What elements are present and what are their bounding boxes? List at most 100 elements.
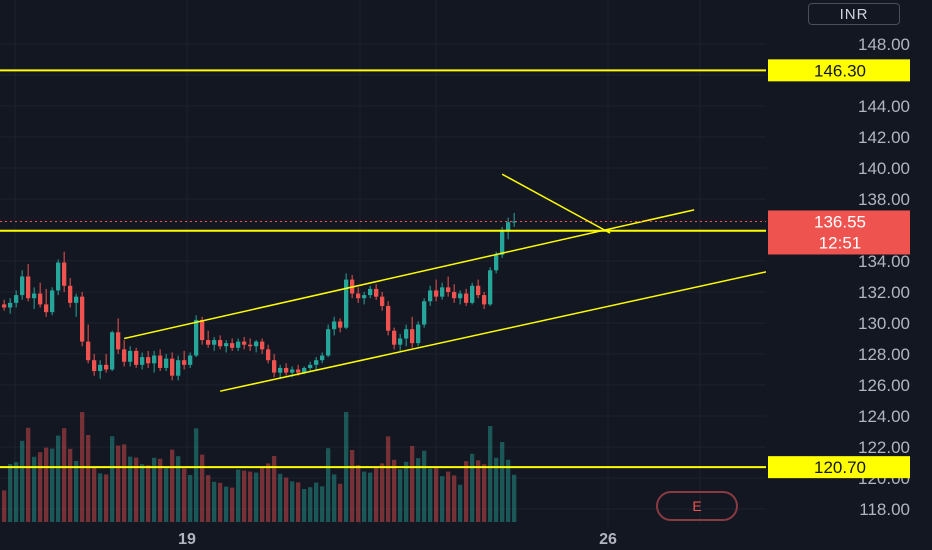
channel-upper-trendline[interactable] [123, 209, 695, 340]
time-axis[interactable]: 19 26 [178, 531, 617, 548]
candle-body [512, 221, 517, 223]
events-icon[interactable]: E [656, 491, 738, 521]
candle-body [482, 295, 487, 305]
volume-bar [56, 435, 61, 522]
candle-body [494, 254, 499, 271]
volume-bar [404, 461, 409, 522]
volume-bar [482, 464, 487, 522]
price-tick-label: 138.00 [858, 190, 910, 209]
volume-bar [350, 450, 355, 522]
candle-body [344, 279, 349, 328]
candle-body [110, 332, 115, 370]
price-tick-label: 126.00 [858, 376, 910, 395]
volume-bar [2, 490, 7, 522]
candle-body [194, 319, 199, 356]
price-tick-label: 144.00 [858, 97, 910, 116]
candle-body [320, 355, 325, 361]
volume-bar [248, 471, 253, 522]
volume-bar [422, 450, 427, 522]
volume-bar [488, 426, 493, 522]
volume-bar [176, 456, 181, 522]
volume-bar [398, 469, 403, 522]
candle-body [332, 321, 337, 330]
candle-body [122, 349, 127, 362]
bar-countdown-label: 12:51 [819, 233, 862, 252]
price-axis[interactable]: 118.00120.00122.00124.00126.00128.00130.… [858, 35, 910, 519]
candle-body [374, 288, 379, 297]
volume-bar [260, 468, 265, 522]
candle-body [68, 285, 73, 303]
currency-badge[interactable]: INR [808, 3, 900, 25]
volume-bar [104, 474, 109, 522]
candle-body [254, 341, 259, 347]
candle-body [20, 276, 25, 296]
price-tick-label: 124.00 [858, 407, 910, 426]
candle-body [314, 360, 319, 365]
volume-bar [272, 456, 277, 522]
volume-bar [212, 481, 217, 522]
candle-body [356, 293, 361, 299]
candle-body [308, 364, 313, 368]
candle-body [248, 344, 253, 347]
candle-body [398, 338, 403, 345]
volume-bar [338, 483, 343, 522]
volume-bar [128, 456, 133, 522]
volume-bar [416, 458, 421, 522]
volume-bar [494, 457, 499, 522]
volume-bar [392, 459, 397, 522]
volume-bar [20, 440, 25, 522]
volume-bar [278, 473, 283, 522]
volume-bar [170, 449, 175, 522]
candle-body [410, 329, 415, 344]
volume-bar [26, 427, 31, 522]
candle-body [218, 340, 223, 347]
candle-body [452, 292, 457, 299]
candle-body [176, 360, 181, 376]
channel-lower-trendline[interactable] [219, 271, 767, 392]
candle-body [422, 301, 427, 325]
volume-bar [434, 466, 439, 522]
volume-bar [326, 448, 331, 522]
candle-body [104, 364, 109, 370]
candle-body [368, 288, 373, 296]
volume-bar [266, 463, 271, 522]
candle-body [80, 296, 85, 342]
volume-bar [356, 465, 361, 522]
price-tick-label: 134.00 [858, 252, 910, 271]
volume-bar [458, 484, 463, 522]
candle-body [272, 360, 277, 373]
candle-body [8, 302, 13, 308]
candle-body [506, 222, 511, 232]
price-tick-label: 132.00 [858, 283, 910, 302]
candle-body [170, 358, 175, 376]
level-price-label: 120.70 [814, 458, 866, 477]
volume-bar [122, 444, 127, 522]
candle-body [416, 324, 421, 344]
volume-bar [452, 475, 457, 522]
volume-bar [302, 489, 307, 522]
candle-body [50, 290, 55, 313]
candle-body [488, 270, 493, 305]
breakout-line-trendline[interactable] [501, 173, 611, 234]
volume-bar [320, 486, 325, 522]
volume-bar [74, 461, 79, 522]
volume-bar [38, 452, 43, 522]
drawings[interactable] [0, 69, 767, 469]
volume-bar [308, 487, 313, 522]
volume-bar [410, 446, 415, 522]
volume-bar [224, 486, 229, 522]
volume-bar [476, 460, 481, 522]
volume-bar [218, 482, 223, 522]
volume-bar [446, 471, 451, 522]
volume-bar [98, 473, 103, 522]
volume-bar [110, 436, 115, 522]
candle-body [206, 340, 211, 345]
volume-bar [512, 474, 517, 522]
candle-body [128, 350, 133, 362]
volume-bar [236, 469, 241, 522]
volume-bar [374, 468, 379, 522]
volume-bar [140, 464, 145, 522]
candle-body [470, 285, 475, 303]
time-tick-label: 19 [178, 531, 196, 548]
